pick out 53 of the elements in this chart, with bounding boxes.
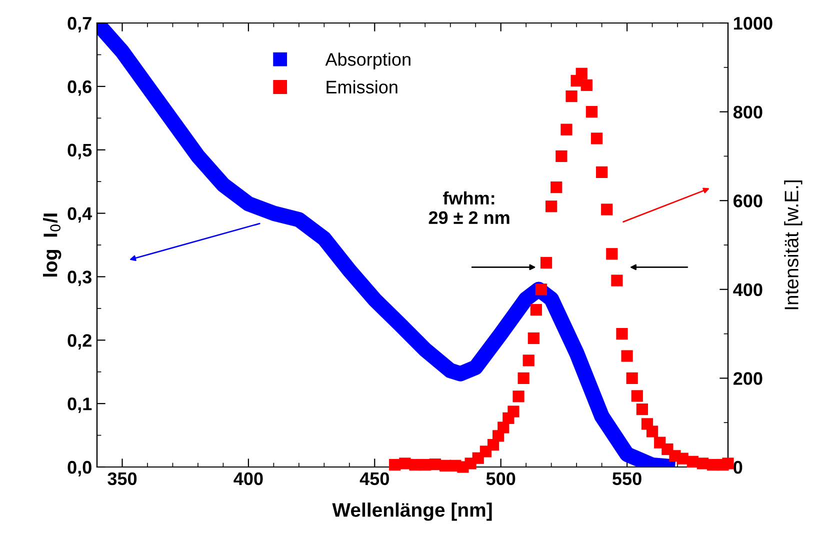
x-tick-label: 400 bbox=[234, 472, 263, 486]
x-axis-title: Wellenlänge [nm] bbox=[332, 502, 492, 521]
point bbox=[535, 284, 548, 296]
point bbox=[621, 350, 633, 362]
y2-tick-label: 800 bbox=[733, 106, 762, 119]
annotation: fwhm: 29 ± 2 nm bbox=[428, 191, 510, 224]
point bbox=[722, 458, 734, 470]
point bbox=[560, 124, 572, 136]
y-tick-label: 0,6 bbox=[68, 80, 92, 96]
y-tick-label: 0,1 bbox=[68, 398, 92, 413]
x-tick-label: 350 bbox=[108, 472, 137, 486]
y2-tick-label: 400 bbox=[733, 283, 762, 296]
x-tick-label: 450 bbox=[360, 472, 389, 486]
y-tick-label: 0,4 bbox=[68, 207, 92, 223]
point bbox=[580, 79, 592, 91]
point bbox=[631, 390, 643, 402]
point bbox=[522, 354, 534, 366]
point bbox=[601, 204, 613, 216]
legend-label: Absorption bbox=[325, 52, 410, 70]
point bbox=[566, 90, 578, 102]
legend-label: Emission bbox=[326, 80, 398, 94]
y2-tick-label: 1000 bbox=[734, 16, 772, 30]
point bbox=[586, 106, 598, 118]
point bbox=[611, 274, 623, 286]
y-tick-label: 0,2 bbox=[68, 334, 92, 350]
point bbox=[616, 328, 628, 340]
point bbox=[540, 256, 552, 269]
y2-tick-label: 200 bbox=[733, 372, 762, 385]
y2-tick-label: 0 bbox=[734, 460, 742, 474]
point bbox=[546, 200, 558, 212]
point bbox=[518, 372, 530, 384]
y-tick-label: 0,0 bbox=[68, 460, 92, 476]
point bbox=[636, 403, 648, 416]
y-tick-label: 0,5 bbox=[68, 144, 92, 160]
y2-tick-label: 600 bbox=[734, 194, 762, 208]
point bbox=[590, 132, 603, 144]
y-tick-label: 0,3 bbox=[68, 270, 92, 286]
point bbox=[576, 68, 588, 80]
point bbox=[528, 332, 540, 344]
point bbox=[512, 390, 524, 402]
y-tick-label: 0,7 bbox=[68, 16, 92, 32]
point bbox=[530, 304, 542, 316]
point bbox=[626, 372, 638, 384]
point bbox=[596, 166, 608, 178]
point bbox=[646, 426, 658, 438]
point bbox=[556, 150, 568, 162]
point bbox=[606, 248, 618, 260]
x-tick-label: 550 bbox=[612, 472, 642, 486]
y2-axis-title: Intensität [w.E.] bbox=[784, 180, 802, 310]
y-axis-title: log I$_{0}$/I bbox=[43, 214, 62, 277]
point bbox=[550, 181, 562, 194]
x-tick-label: 500 bbox=[486, 472, 516, 486]
point bbox=[508, 406, 520, 418]
